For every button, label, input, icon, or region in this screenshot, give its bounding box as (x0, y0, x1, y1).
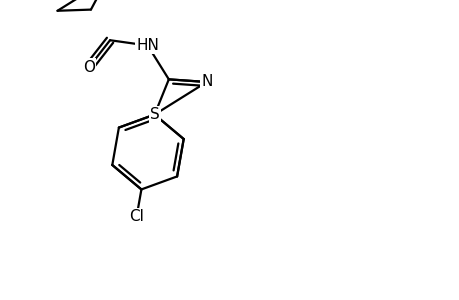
Text: S: S (149, 107, 159, 122)
Text: N: N (201, 74, 212, 89)
Text: O: O (83, 60, 95, 75)
Text: HN: HN (136, 38, 159, 53)
Text: Cl: Cl (129, 209, 144, 224)
